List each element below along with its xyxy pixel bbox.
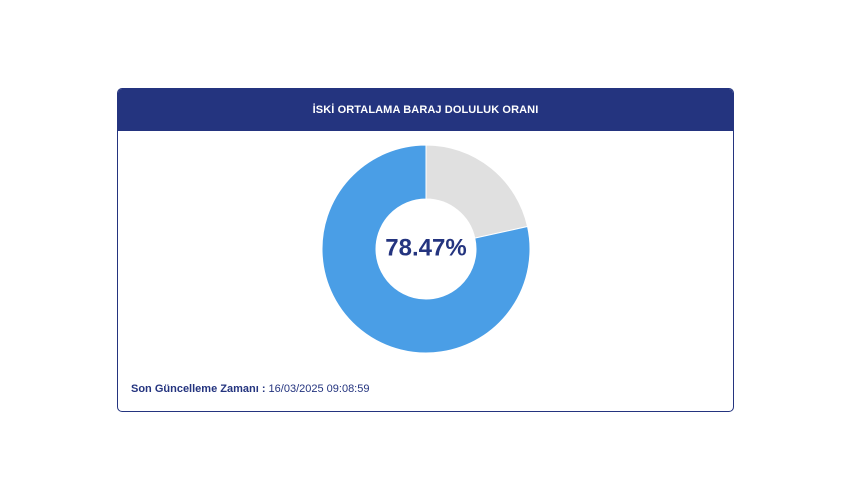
donut-slice-empty <box>425 144 529 239</box>
last-update-timestamp: 16/03/2025 09:08:59 <box>268 383 370 395</box>
donut-chart: 78.47% <box>118 131 733 371</box>
reservoir-fill-card: İSKİ ORTALAMA BARAJ DOLULUK ORANI 78.47%… <box>117 88 734 412</box>
donut-slices <box>321 144 531 354</box>
last-update-label: Son Güncelleme Zamanı : <box>131 383 266 395</box>
card-title: İSKİ ORTALAMA BARAJ DOLULUK ORANI <box>118 89 733 131</box>
last-update: Son Güncelleme Zamanı : 16/03/2025 09:08… <box>131 383 369 395</box>
donut-svg: 78.47% <box>321 144 531 354</box>
donut-slice-filled <box>321 144 531 354</box>
center-percentage: 78.47% <box>385 234 466 261</box>
